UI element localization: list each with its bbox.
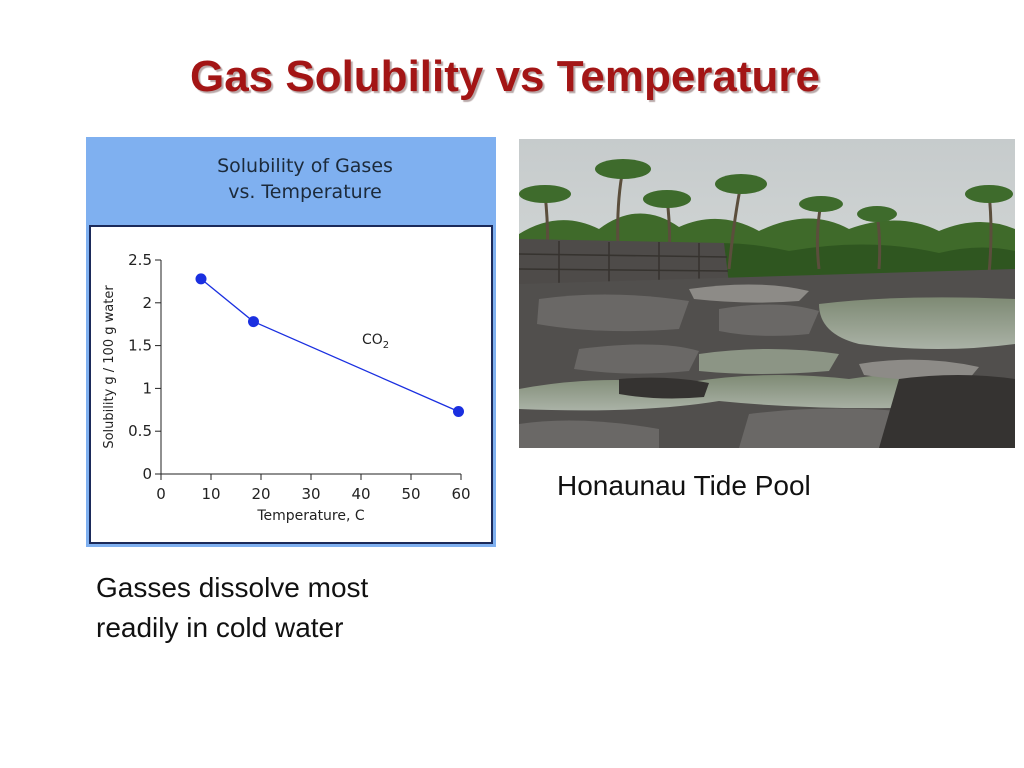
x-tick-label: 40 <box>351 485 370 503</box>
data-point <box>453 406 464 418</box>
x-tick-label: 0 <box>156 485 166 503</box>
x-tick-label: 30 <box>301 485 320 503</box>
y-tick-label: 1.5 <box>128 337 152 355</box>
x-tick-label: 20 <box>251 485 270 503</box>
x-tick-label: 10 <box>201 485 220 503</box>
data-point <box>248 316 259 328</box>
series-label-subscript: 2 <box>383 340 389 351</box>
y-tick-label: 0 <box>142 465 152 483</box>
series-label: CO2 <box>362 332 389 351</box>
slide-title: Gas Solubility vs Temperature <box>189 52 821 101</box>
y-tick-label: 0.5 <box>128 422 152 440</box>
y-tick-label: 2 <box>142 294 152 312</box>
y-axis-label: Solubility g / 100 g water <box>102 285 117 449</box>
chart-title: Solubility of Gases vs. Temperature <box>86 153 496 205</box>
photo-caption: Honaunau Tide Pool <box>557 470 811 501</box>
plot-area: 0 0.5 1 1.5 2 2.5 0 10 20 30 40 50 60 Temperature, C S… <box>89 225 493 544</box>
y-tick-label: 1 <box>142 379 152 397</box>
tide-pool-photo <box>519 139 1015 448</box>
solubility-chart: 0 0.5 1 1.5 2 2.5 0 10 20 30 40 50 60 Temperature, C S… <box>102 251 471 524</box>
chart-title-line-1: Solubility of Gases <box>217 155 393 177</box>
x-tick-label: 60 <box>451 485 470 503</box>
series-line <box>200 278 459 413</box>
data-point <box>195 273 207 285</box>
chart-caption-line-1: Gasses dissolve most <box>96 572 369 603</box>
chart-caption-line-2: readily in cold water <box>96 612 344 643</box>
x-tick-label: 50 <box>401 485 420 503</box>
x-axis-label: Temperature, C <box>256 508 365 524</box>
y-tick-label: 2.5 <box>128 251 152 269</box>
chart-caption: Gasses dissolve most readily in cold wat… <box>96 568 516 648</box>
chart-title-line-2: vs. Temperature <box>228 181 382 203</box>
tide-pool-image <box>519 139 1015 448</box>
chart-panel: Solubility of Gases vs. Temperature 0 0.5… <box>86 137 496 547</box>
